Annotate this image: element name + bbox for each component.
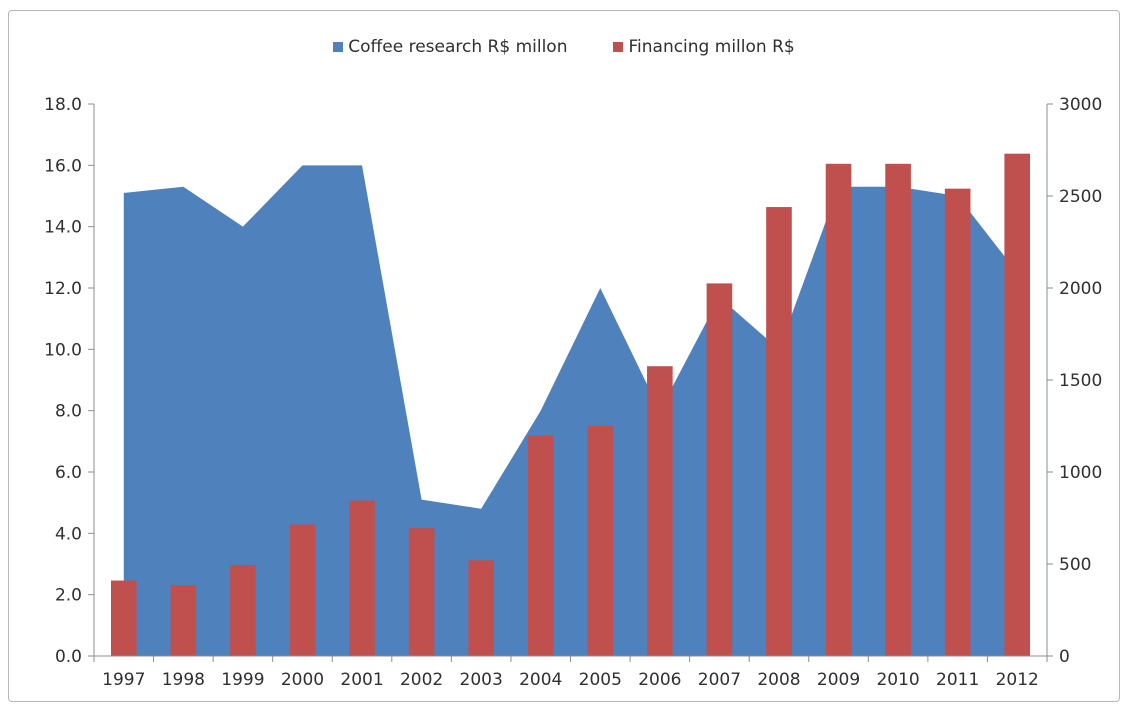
bar-financing-2003 (468, 560, 494, 656)
legend-swatch-coffee-research (333, 42, 344, 52)
x-tick-label: 2001 (340, 670, 383, 690)
x-tick-label: 2009 (817, 670, 860, 690)
legend-item-financing: Financing millon R$ (613, 37, 795, 57)
left-tick-label: 10.0 (44, 340, 82, 360)
x-tick-label: 2008 (757, 670, 800, 690)
x-tick-label: 2007 (698, 670, 741, 690)
left-tick-label: 2.0 (55, 586, 82, 606)
x-tick-label: 2003 (460, 670, 503, 690)
bar-financing-2011 (944, 188, 971, 656)
left-tick-label: 0.0 (55, 647, 82, 667)
left-tick-label: 8.0 (55, 402, 82, 422)
right-tick-label: 500 (1059, 555, 1091, 575)
x-tick-label: 2000 (281, 670, 324, 690)
x-tick-label: 2011 (936, 670, 979, 690)
bar-financing-2009 (825, 163, 852, 657)
chart-plot: 0.0 2.0 4.0 6.0 8.0 10.0 12.0 14.0 16.0 18.0 0 500 1… (44, 95, 1102, 690)
x-tick-label: 2004 (519, 670, 562, 690)
left-tick-label: 16.0 (44, 156, 82, 176)
x-tick-label: 2012 (996, 670, 1039, 690)
bar-financing-2000 (289, 524, 316, 656)
bar-financing-1997 (110, 580, 137, 656)
bar-financing-2005 (587, 426, 614, 656)
legend-item-coffee-research: Coffee research R$ millon (333, 37, 567, 57)
right-tick-label: 1500 (1059, 371, 1102, 391)
bar-financing-2010 (885, 163, 911, 657)
x-tick-label: 2006 (638, 670, 681, 690)
right-tick-label: 2000 (1059, 279, 1102, 299)
right-tick-label: 3000 (1059, 95, 1102, 115)
right-tick-label: 1000 (1059, 463, 1102, 483)
x-tick-label: 1997 (102, 670, 145, 690)
bar-financing-2008 (766, 207, 792, 657)
bar-financing-2001 (349, 500, 375, 656)
left-tick-label: 18.0 (44, 95, 82, 115)
bar-financing-2004 (527, 435, 554, 656)
bar-financing-1998 (170, 585, 197, 656)
bar-financing-2007 (706, 283, 733, 656)
legend-swatch-financing (613, 42, 624, 52)
left-tick-label: 4.0 (55, 524, 82, 544)
left-tick-label: 14.0 (44, 218, 82, 238)
legend: Coffee research R$ millon Financing mill… (9, 37, 1119, 57)
bar-financing-2002 (408, 528, 435, 656)
x-tick-label: 2005 (579, 670, 622, 690)
legend-label-financing: Financing millon R$ (628, 37, 795, 57)
right-tick-label: 2500 (1059, 187, 1102, 207)
x-tick-label: 2002 (400, 670, 443, 690)
x-tick-label: 1998 (162, 670, 205, 690)
area-coffee-research (123, 165, 1018, 657)
bar-financing-1999 (230, 564, 256, 656)
bar-financing-2006 (647, 366, 673, 656)
chart-container: Coffee research R$ millon Financing mill… (8, 10, 1120, 702)
right-tick-label: 0 (1059, 647, 1070, 667)
bar-financing-2012 (1004, 153, 1031, 656)
x-tick-label: 1999 (221, 670, 264, 690)
x-tick-label: 2010 (876, 670, 919, 690)
left-tick-label: 12.0 (44, 279, 82, 299)
legend-label-coffee-research: Coffee research R$ millon (348, 37, 568, 57)
left-tick-label: 6.0 (55, 463, 82, 483)
